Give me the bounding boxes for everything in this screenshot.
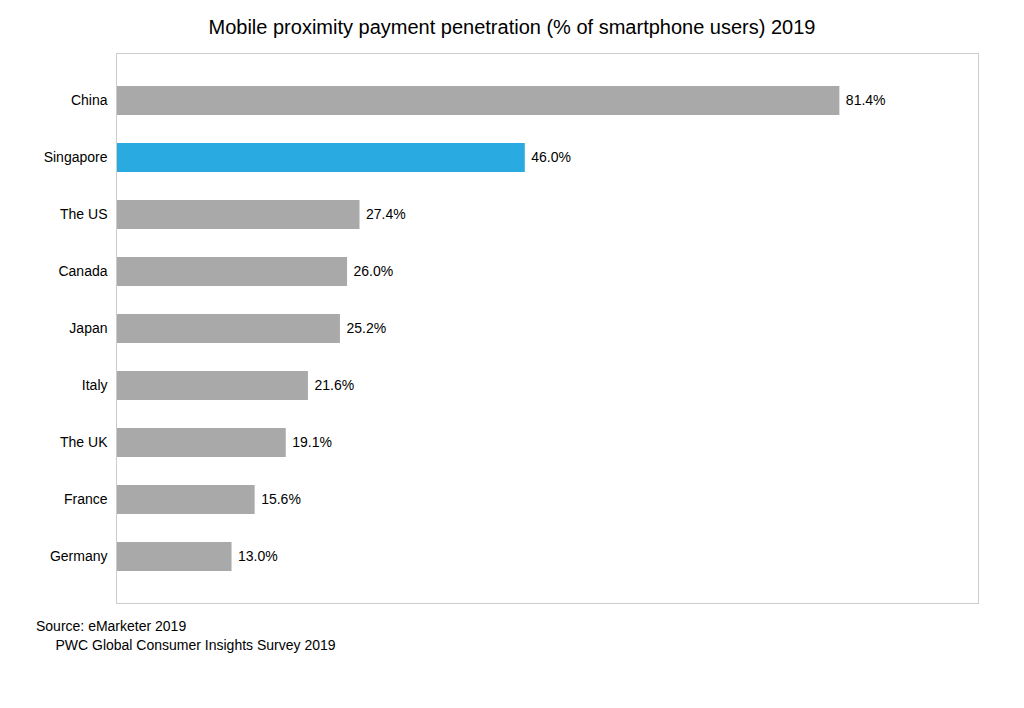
- html-text:PWC Global Consumer Insights S: PWC Global Consumer Insights Survey 2019: [36, 636, 336, 653]
- svg-text:13.0%: 13.0%: [238, 548, 278, 564]
- svg-text:Japan: Japan: [69, 320, 107, 336]
- svg-text:Italy: Italy: [82, 377, 108, 393]
- svg-text:China: China: [71, 92, 108, 108]
- svg-text:Singapore: Singapore: [44, 149, 108, 165]
- svg-text:France: France: [64, 491, 108, 507]
- html-text:Source: eMarketer 2019: Source: eMarketer 2019: [36, 618, 187, 634]
- svg-text:25.2%: 25.2%: [346, 320, 386, 336]
- svg-text:15.6%: 15.6%: [261, 491, 301, 507]
- svg-text:Germany: Germany: [50, 548, 108, 564]
- svg-text:26.0%: 26.0%: [354, 263, 394, 279]
- svg-text:81.4%: 81.4%: [846, 92, 886, 108]
- svg-text:21.6%: 21.6%: [314, 377, 354, 393]
- svg-text:Canada: Canada: [58, 263, 107, 279]
- svg-text:27.4%: 27.4%: [366, 206, 406, 222]
- svg-text:The US: The US: [60, 206, 107, 222]
- svg-text:19.1%: 19.1%: [292, 434, 332, 450]
- svg-text:46.0%: 46.0%: [531, 149, 571, 165]
- svg-text:The UK: The UK: [60, 434, 108, 450]
- html-text:Mobile proximity payment penet: Mobile proximity payment penetration (% …: [208, 16, 816, 38]
